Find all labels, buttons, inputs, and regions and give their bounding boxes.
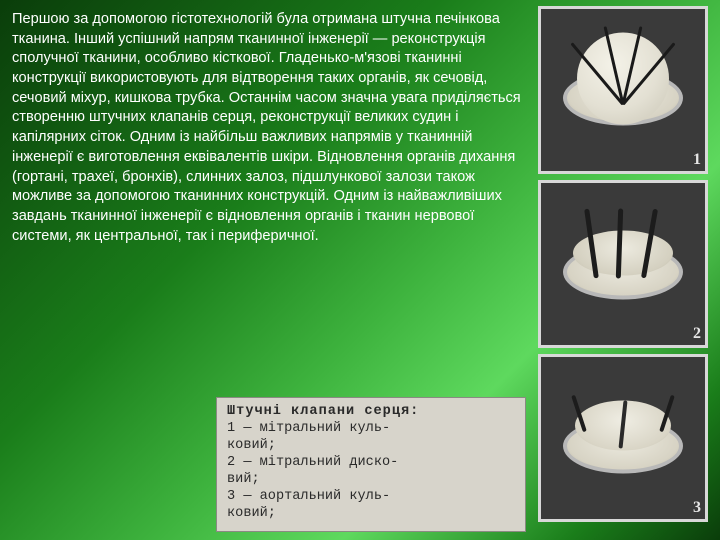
panel-number-2: 2 xyxy=(693,325,701,343)
valve-illustration-2 xyxy=(563,245,683,300)
caption-title: Штучні клапани серця: xyxy=(227,404,515,421)
figure-column: 1 2 3 xyxy=(538,6,708,522)
caption-line-1b: ковий; xyxy=(227,438,515,455)
caption-line-3: 3 — аортальний куль- xyxy=(227,489,515,506)
figure-caption: Штучні клапани серця: 1 — мітральний кул… xyxy=(216,397,526,532)
valve-illustration-1 xyxy=(563,71,683,126)
figure-panel-1: 1 xyxy=(538,6,708,174)
valve-illustration-3 xyxy=(563,419,683,474)
figure-panel-2: 2 xyxy=(538,180,708,348)
caption-line-2b: вий; xyxy=(227,472,515,489)
caption-line-2: 2 — мітральний диско- xyxy=(227,455,515,472)
caption-line-3b: ковий; xyxy=(227,506,515,523)
caption-line-1: 1 — мітральний куль- xyxy=(227,421,515,438)
body-paragraph: Першою за допомогою гістотехнологій була… xyxy=(12,10,522,246)
panel-number-3: 3 xyxy=(693,499,701,517)
figure-panel-3: 3 xyxy=(538,354,708,522)
panel-number-1: 1 xyxy=(693,151,701,169)
